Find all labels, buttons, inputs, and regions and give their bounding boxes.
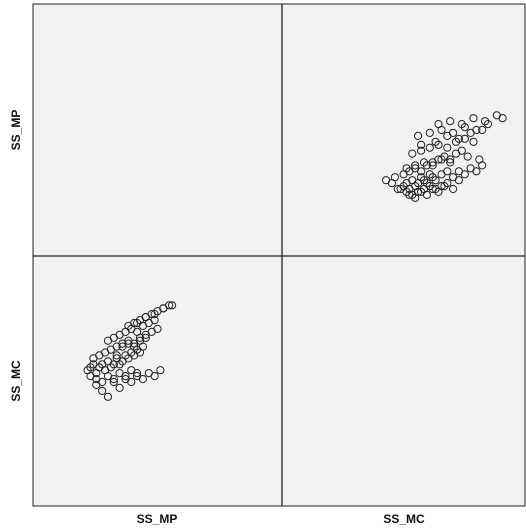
scatter-point <box>498 114 507 123</box>
scatter-point <box>141 313 150 322</box>
scatter-panel-ssmp-vs-ssmc <box>382 111 507 202</box>
scatter-point <box>466 128 475 137</box>
scatter-point <box>408 149 417 158</box>
scatter-point <box>141 333 150 342</box>
scatter-point <box>92 380 101 389</box>
scatter-point <box>440 182 449 191</box>
y-axis-label-row-2: SS_MC <box>9 360 23 402</box>
scatter-point <box>414 131 423 140</box>
scatter-point <box>446 155 455 164</box>
scatter-point <box>431 137 440 146</box>
scatter-point <box>103 392 113 401</box>
y-axis-label-row-1: SS_MP <box>9 110 23 151</box>
scatter-point <box>422 190 431 199</box>
scatter-point <box>428 161 437 170</box>
scatter-point <box>457 120 466 129</box>
scatter-point <box>469 137 478 146</box>
scatter-point <box>469 114 478 123</box>
scatter-point <box>417 146 426 155</box>
scatter-point <box>133 318 142 328</box>
scatter-point <box>98 386 107 395</box>
scatter-point <box>425 143 434 152</box>
scatter-point <box>475 155 484 164</box>
scatter-point <box>434 140 443 149</box>
scatter-point <box>460 134 469 143</box>
scatter-point <box>460 123 469 132</box>
scatter-point <box>451 137 461 146</box>
scatter-point <box>109 375 118 384</box>
scatter-point <box>446 158 455 167</box>
scatter-point <box>106 363 116 372</box>
scatter-point <box>150 372 159 381</box>
scatter-point <box>446 117 455 126</box>
scatter-point <box>443 179 452 188</box>
scatter-point <box>138 375 147 384</box>
scatter-point <box>124 321 133 330</box>
scatter-point <box>121 372 130 381</box>
scatter-point <box>443 143 452 152</box>
scatter-point <box>156 366 165 375</box>
scatter-point <box>483 120 493 129</box>
scatter-point <box>130 339 139 348</box>
scatter-point <box>115 383 124 392</box>
scatter-point <box>127 377 136 387</box>
x-axis-label-col-1: SS_MP <box>137 512 178 526</box>
scatter-point <box>443 167 452 176</box>
x-axis-label-col-2: SS_MC <box>383 512 425 526</box>
scatter-point <box>454 176 463 185</box>
scatter-point <box>115 360 124 369</box>
scatter-point <box>109 377 118 387</box>
scatter-point <box>431 176 440 185</box>
scatter-point <box>481 117 490 126</box>
scatter-point <box>437 155 446 164</box>
scatter-point <box>133 369 142 378</box>
scatter-point <box>449 184 458 194</box>
scatter-point <box>434 187 443 196</box>
scatter-point <box>472 167 481 176</box>
scatter-point <box>443 131 452 140</box>
scatter-point <box>417 173 426 182</box>
scatter-point <box>457 146 466 155</box>
scatter-point <box>478 125 487 135</box>
scatter-point <box>150 310 159 319</box>
scatter-point <box>460 170 469 179</box>
scatter-point <box>463 152 472 161</box>
scatter-point <box>425 128 434 137</box>
scatter-point <box>428 173 437 182</box>
scatter-point <box>393 184 402 194</box>
scatter-point <box>153 324 162 333</box>
scatter-panel-ssmc-vs-ssmp <box>83 301 177 401</box>
scatter-point <box>417 167 426 176</box>
scatter-point <box>168 301 177 310</box>
scatter-point <box>86 363 95 372</box>
plot-area-background <box>32 3 526 507</box>
scatter-point <box>130 342 139 351</box>
scatter-point <box>390 173 399 182</box>
scatter-point <box>159 304 168 313</box>
scatter-point <box>112 351 121 360</box>
scatter-point <box>411 193 420 202</box>
scatter-point <box>425 170 434 179</box>
scatter-point <box>434 120 443 129</box>
scatter-point <box>454 134 463 143</box>
scatter-point <box>411 161 420 170</box>
scatter-point <box>419 176 429 185</box>
scatter-point <box>419 158 429 167</box>
scatter-point <box>417 140 426 149</box>
